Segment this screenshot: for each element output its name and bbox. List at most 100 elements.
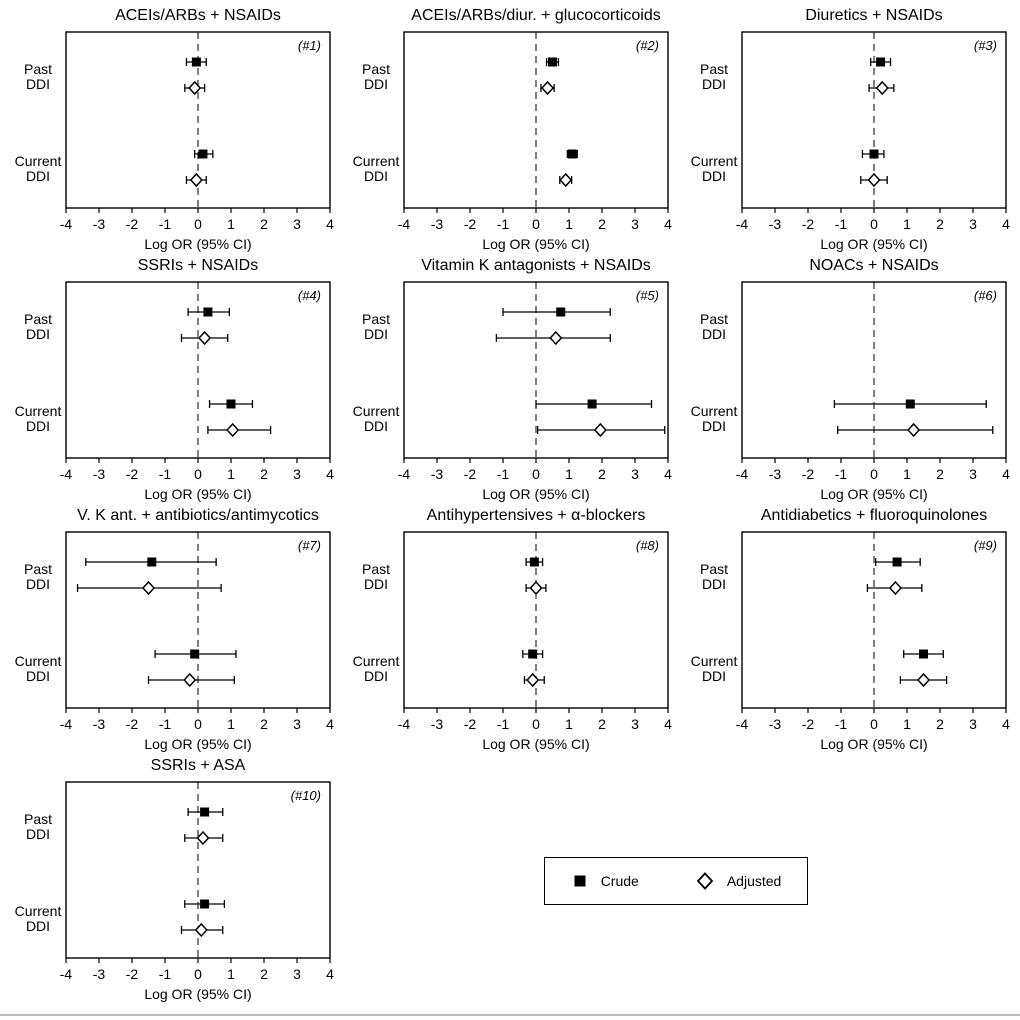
x-tick-label: -4 — [398, 216, 411, 232]
panel-plot: (#5) -4 -3 -2 -1 0 1 2 3 4 Log OR (95% CI) Past DDI C… — [338, 278, 676, 506]
x-tick-label: 2 — [936, 216, 944, 232]
x-axis-label: Log OR (95% CI) — [144, 736, 251, 752]
panel-title: V. K ant. + antibiotics/antimycotics — [77, 507, 319, 524]
y-axis-label: Current — [15, 153, 62, 169]
x-tick-label: 4 — [1002, 216, 1010, 232]
x-tick-label: 3 — [293, 216, 301, 232]
x-tick-label: 1 — [227, 966, 235, 982]
x-tick-label: -1 — [497, 716, 510, 732]
x-tick-label: -1 — [159, 466, 172, 482]
x-tick-label: 0 — [870, 216, 878, 232]
x-tick-label: -4 — [736, 466, 749, 482]
crude-marker — [567, 149, 577, 159]
x-tick-label: 2 — [936, 466, 944, 482]
x-tick-label: 1 — [227, 216, 235, 232]
panel-title: SSRIs + ASA — [150, 757, 246, 774]
x-tick-label: 4 — [326, 216, 334, 232]
adjusted-marker — [183, 672, 197, 688]
x-tick-label: -3 — [93, 716, 106, 732]
forest-panel-10: SSRIs + ASA (#10) -4 -3 -2 -1 0 1 2 3 4 Log OR (95… — [0, 756, 338, 1006]
x-tick-label: 3 — [969, 216, 977, 232]
adjusted-marker — [226, 422, 240, 438]
panel-plot: (#7) -4 -3 -2 -1 0 1 2 3 4 Log OR (95% CI) Past DDI C… — [0, 528, 338, 756]
x-tick-label: -1 — [497, 466, 510, 482]
y-axis-label: Past — [362, 61, 390, 77]
y-axis-label: Current — [691, 653, 738, 669]
x-tick-label: 2 — [260, 716, 268, 732]
adjusted-marker — [559, 172, 573, 188]
panel-title: Diuretics + NSAIDs — [805, 7, 943, 24]
panel-number: (#2) — [636, 38, 659, 53]
panel-title: Antidiabetics + fluoroquinolones — [760, 507, 988, 524]
adjusted-marker — [875, 80, 889, 96]
open-diamond-icon — [696, 872, 714, 890]
x-tick-label: 1 — [565, 216, 573, 232]
x-tick-label: -2 — [802, 716, 815, 732]
x-tick-label: 1 — [903, 716, 911, 732]
x-tick-label: -1 — [497, 216, 510, 232]
x-tick-label: -2 — [464, 216, 477, 232]
crude-marker — [200, 899, 210, 909]
x-tick-label: 2 — [598, 216, 606, 232]
forest-panel-2: ACEIs/ARBs/diur. + glucocorticoids (#2) -… — [338, 6, 676, 256]
x-tick-label: 0 — [194, 466, 202, 482]
y-axis-label: DDI — [26, 918, 50, 934]
x-tick-label: 1 — [227, 716, 235, 732]
y-axis-label: DDI — [26, 326, 50, 342]
y-axis-label: DDI — [26, 76, 50, 92]
crude-marker — [892, 557, 902, 567]
crude-marker — [919, 649, 928, 659]
x-tick-label: 4 — [1002, 466, 1010, 482]
x-tick-label: -2 — [126, 716, 139, 732]
x-tick-label: 2 — [598, 466, 606, 482]
x-axis-label: Log OR (95% CI) — [144, 236, 251, 252]
panel-number: (#5) — [636, 288, 659, 303]
y-axis-label: DDI — [702, 668, 726, 684]
legend-area: Crude Adjusted — [338, 756, 1014, 1006]
adjusted-marker — [529, 580, 543, 596]
x-tick-label: 0 — [870, 716, 878, 732]
y-axis-label: Past — [24, 811, 52, 827]
panel-title: ACEIs/ARBs + NSAIDs — [115, 7, 281, 24]
x-axis-label: Log OR (95% CI) — [820, 486, 927, 502]
x-tick-label: 4 — [664, 716, 672, 732]
panel-number: (#9) — [974, 538, 997, 553]
x-tick-label: -4 — [60, 216, 73, 232]
x-tick-label: 3 — [969, 716, 977, 732]
y-axis-label: DDI — [26, 418, 50, 434]
x-tick-label: 0 — [194, 966, 202, 982]
panel-plot: (#2) -4 -3 -2 -1 0 1 2 3 4 Log OR (95% CI) Past DDI C… — [338, 28, 676, 256]
panel-title: Vitamin K antagonists + NSAIDs — [421, 257, 651, 274]
forest-panel-8: Antihypertensives + α-blockers (#8) -4 -3 -… — [338, 506, 676, 756]
y-axis-label: Current — [353, 653, 400, 669]
x-tick-label: -4 — [398, 716, 411, 732]
adjusted-marker — [593, 422, 607, 438]
panel-number: (#8) — [636, 538, 659, 553]
x-tick-label: 2 — [260, 216, 268, 232]
crude-marker — [190, 649, 200, 659]
x-tick-label: -3 — [431, 216, 444, 232]
x-tick-label: -4 — [60, 466, 73, 482]
forest-panel-9: Antidiabetics + fluoroquinolones (#9) -4 -… — [676, 506, 1014, 756]
x-tick-label: 3 — [631, 466, 639, 482]
crude-marker — [226, 399, 236, 409]
x-tick-label: -2 — [126, 216, 139, 232]
x-tick-label: 1 — [903, 216, 911, 232]
x-tick-label: 2 — [936, 716, 944, 732]
panel-number: (#7) — [298, 538, 321, 553]
x-tick-label: -4 — [60, 716, 73, 732]
x-tick-label: -4 — [398, 466, 411, 482]
x-tick-label: 3 — [293, 466, 301, 482]
y-axis-label: Current — [15, 403, 62, 419]
y-axis-label: DDI — [26, 168, 50, 184]
x-tick-label: 4 — [326, 966, 334, 982]
adjusted-marker — [916, 672, 931, 688]
x-tick-label: 0 — [532, 466, 540, 482]
x-tick-label: 1 — [903, 466, 911, 482]
panel-number: (#10) — [291, 788, 321, 803]
